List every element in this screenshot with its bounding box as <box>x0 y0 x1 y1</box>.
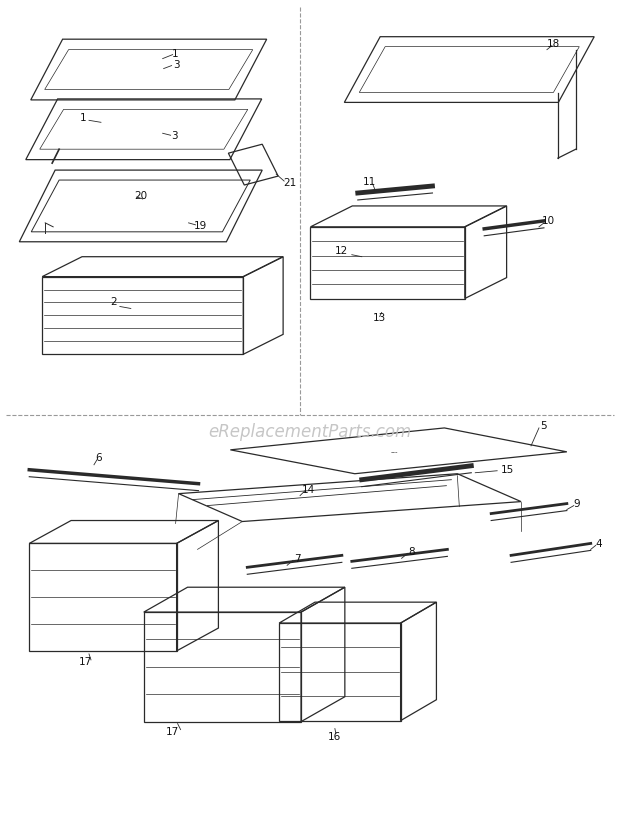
Text: 13: 13 <box>373 313 386 323</box>
Text: eReplacementParts.com: eReplacementParts.com <box>208 423 412 441</box>
Text: 10: 10 <box>541 216 554 226</box>
Text: 17: 17 <box>78 657 92 667</box>
Text: 17: 17 <box>166 727 179 737</box>
Text: 8: 8 <box>408 547 415 557</box>
Text: 16: 16 <box>328 732 342 742</box>
Text: 4: 4 <box>595 539 602 549</box>
Text: 20: 20 <box>134 191 148 201</box>
Text: 12: 12 <box>335 246 348 256</box>
Text: 5: 5 <box>541 421 547 431</box>
Text: 9: 9 <box>574 499 580 509</box>
Text: 3: 3 <box>173 60 180 69</box>
Text: 3: 3 <box>171 131 178 141</box>
Text: 1: 1 <box>172 49 179 59</box>
Text: 14: 14 <box>301 485 314 495</box>
Text: 6: 6 <box>95 453 102 463</box>
Text: 11: 11 <box>363 177 376 187</box>
Text: 18: 18 <box>547 39 560 49</box>
Text: 1: 1 <box>80 113 86 123</box>
Text: 7: 7 <box>294 554 300 564</box>
Text: 2: 2 <box>110 298 117 308</box>
Text: 15: 15 <box>500 465 514 475</box>
Text: ---: --- <box>391 449 399 455</box>
Text: 21: 21 <box>283 178 297 188</box>
Text: 19: 19 <box>194 221 207 231</box>
